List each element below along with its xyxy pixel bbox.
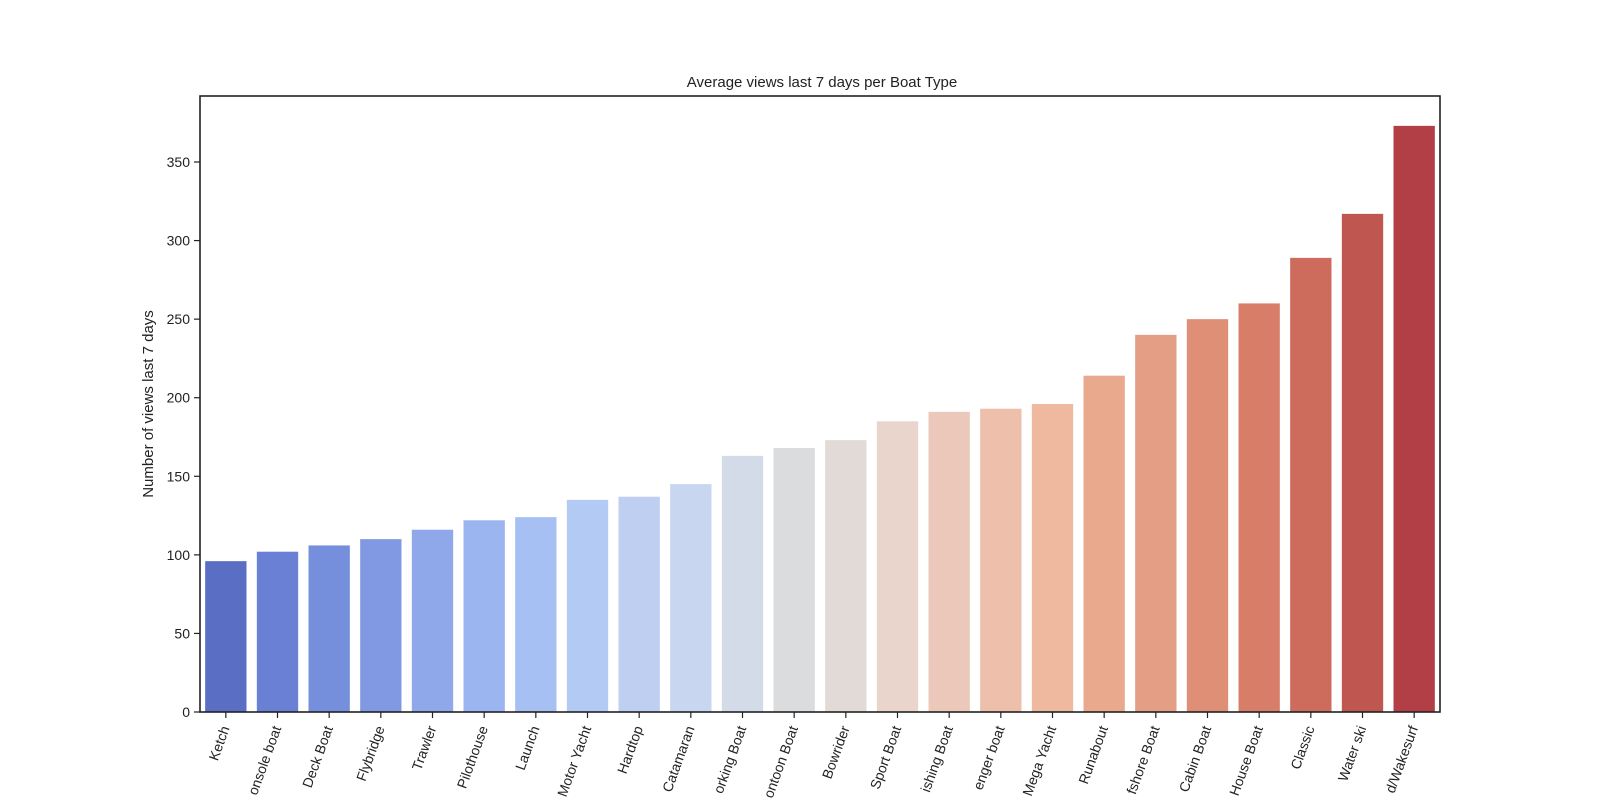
y-tick-label: 200 [167,390,191,406]
x-tick-label: ishing Boat [917,723,956,794]
bar [360,539,402,712]
bar [1083,375,1125,712]
y-axis: 0 50 100 150 200 250 300 350 [167,154,200,720]
bar [721,455,764,712]
bar [515,517,557,712]
x-tick-label: fshore Boat [1123,723,1163,796]
y-tick-label: 300 [167,233,191,249]
bar [308,545,350,712]
bar [256,551,299,712]
bar [1031,404,1074,712]
x-tick-label: Trawler [408,723,439,772]
x-tick-label: Ketch [205,724,232,763]
bar [876,421,919,712]
y-tick-label: 350 [167,154,191,170]
x-tick-label: Hardtop [614,723,646,775]
x-tick-label: Catamaran [659,724,698,795]
bar [411,529,454,712]
y-tick-label: 100 [167,547,191,563]
bar [1341,213,1384,712]
x-tick-label: Cabin Boat [1176,723,1215,794]
bar [1290,257,1332,712]
x-tick-label: Mega Yacht [1019,723,1059,798]
x-tick-label: Motor Yacht [554,723,594,798]
x-tick-label: Classic [1287,724,1317,772]
x-tick-label: ontoon Boat [760,723,801,800]
x-tick-label: orking Boat [710,723,749,795]
bar [825,440,867,712]
x-tick-label: onsole boat [245,723,285,797]
x-tick-label: Bowrider [819,723,853,781]
x-tick-label: Sport Boat [867,723,905,791]
bar [463,520,505,712]
x-tick-label: Runabout [1075,723,1111,786]
x-tick-label: House Boat [1226,723,1266,797]
bar [1393,125,1435,713]
x-tick-label: Flybridge [353,723,388,783]
y-tick-label: 250 [167,311,191,327]
x-tick-label: Water ski [1335,724,1370,784]
bars-group [205,125,1435,713]
chart-title: Average views last 7 days per Boat Type [687,74,957,91]
x-tick-label: Launch [512,724,543,773]
x-tick-label: Deck Boat [299,723,336,789]
bar [773,448,815,712]
y-tick-label: 150 [167,468,191,484]
x-tick-label: enger boat [970,723,1008,791]
y-axis-title: Number of views last 7 days [140,310,157,498]
plot-frame [199,95,1441,713]
bar [566,499,609,712]
bar [928,411,970,712]
x-axis: Ketch onsole boat Deck Boat Flybridge Trawle… [205,712,1421,800]
bar [1135,334,1177,712]
y-tick-label: 0 [182,704,190,720]
bar [1238,303,1280,712]
bar [618,496,660,712]
bar [205,561,247,712]
bar [670,484,712,712]
x-tick-label: Pilothouse [454,723,491,790]
bar [1186,319,1229,712]
y-tick-label: 50 [174,625,190,641]
x-tick-label: d/Wakesurf [1382,723,1421,795]
bar [980,408,1022,712]
